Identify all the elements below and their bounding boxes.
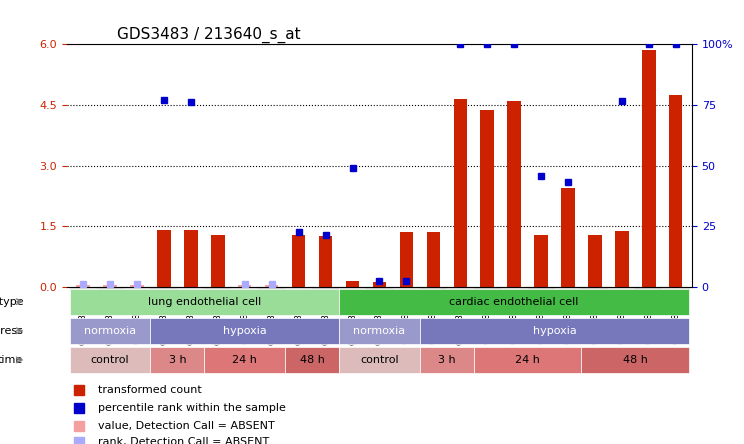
FancyBboxPatch shape [420,347,474,373]
Bar [507,101,521,287]
Bar [534,235,548,287]
FancyBboxPatch shape [205,347,285,373]
Bar [285,287,312,289]
Bar [609,287,635,289]
Bar [211,235,225,287]
Bar [582,287,609,289]
Bar [185,230,198,287]
Text: normoxia: normoxia [84,326,136,336]
Bar [426,233,440,287]
Text: 24 h: 24 h [232,355,257,365]
Text: stress: stress [0,326,23,336]
Bar [346,281,359,287]
Bar [474,287,501,289]
Text: hypoxia: hypoxia [533,326,577,336]
Text: cell type: cell type [0,297,23,307]
Bar [642,51,655,287]
Bar [292,235,305,287]
Bar [373,282,386,287]
Bar [662,287,689,289]
Text: cardiac endothelial cell: cardiac endothelial cell [449,297,579,307]
FancyBboxPatch shape [420,317,689,344]
Text: 48 h: 48 h [300,355,324,365]
FancyBboxPatch shape [339,317,420,344]
Bar [393,287,420,289]
Bar [258,287,285,289]
Bar [231,287,258,289]
Bar [589,235,602,287]
Bar [97,287,124,289]
Bar [177,287,205,289]
Bar [527,287,554,289]
Bar [635,287,662,289]
FancyBboxPatch shape [339,347,420,373]
Bar [447,287,474,289]
FancyBboxPatch shape [150,347,205,373]
Text: GDS3483 / 213640_s_at: GDS3483 / 213640_s_at [117,27,301,43]
Bar [77,285,90,287]
Bar [454,99,467,287]
Bar [339,287,366,289]
Text: transformed count: transformed count [98,385,202,395]
FancyBboxPatch shape [70,347,150,373]
Text: percentile rank within the sample: percentile rank within the sample [98,403,286,413]
Bar [157,230,170,287]
Text: 48 h: 48 h [623,355,648,365]
Bar [312,287,339,289]
Bar [366,287,393,289]
FancyBboxPatch shape [150,317,339,344]
Bar [319,236,333,287]
Bar [420,287,447,289]
Text: hypoxia: hypoxia [223,326,266,336]
Text: rank, Detection Call = ABSENT: rank, Detection Call = ABSENT [98,437,269,444]
Bar [205,287,231,289]
Bar [124,287,150,289]
Bar [615,231,629,287]
Bar [265,285,278,287]
Text: 3 h: 3 h [438,355,455,365]
FancyBboxPatch shape [474,347,582,373]
Text: control: control [360,355,399,365]
FancyBboxPatch shape [70,289,339,315]
Text: control: control [91,355,129,365]
Bar [238,285,251,287]
Bar [103,285,117,287]
Bar [554,287,582,289]
Bar [150,287,177,289]
Bar [501,287,527,289]
Text: lung endothelial cell: lung endothelial cell [148,297,261,307]
Bar [481,110,494,287]
Text: normoxia: normoxia [353,326,405,336]
Bar [400,233,413,287]
FancyBboxPatch shape [339,289,689,315]
FancyBboxPatch shape [70,317,150,344]
FancyBboxPatch shape [582,347,689,373]
Text: time: time [0,355,23,365]
FancyBboxPatch shape [285,347,339,373]
Bar [561,188,575,287]
Bar [130,285,144,287]
Text: 24 h: 24 h [515,355,540,365]
Bar [70,287,97,289]
Text: value, Detection Call = ABSENT: value, Detection Call = ABSENT [98,421,275,431]
Bar [669,95,682,287]
Text: 3 h: 3 h [169,355,186,365]
